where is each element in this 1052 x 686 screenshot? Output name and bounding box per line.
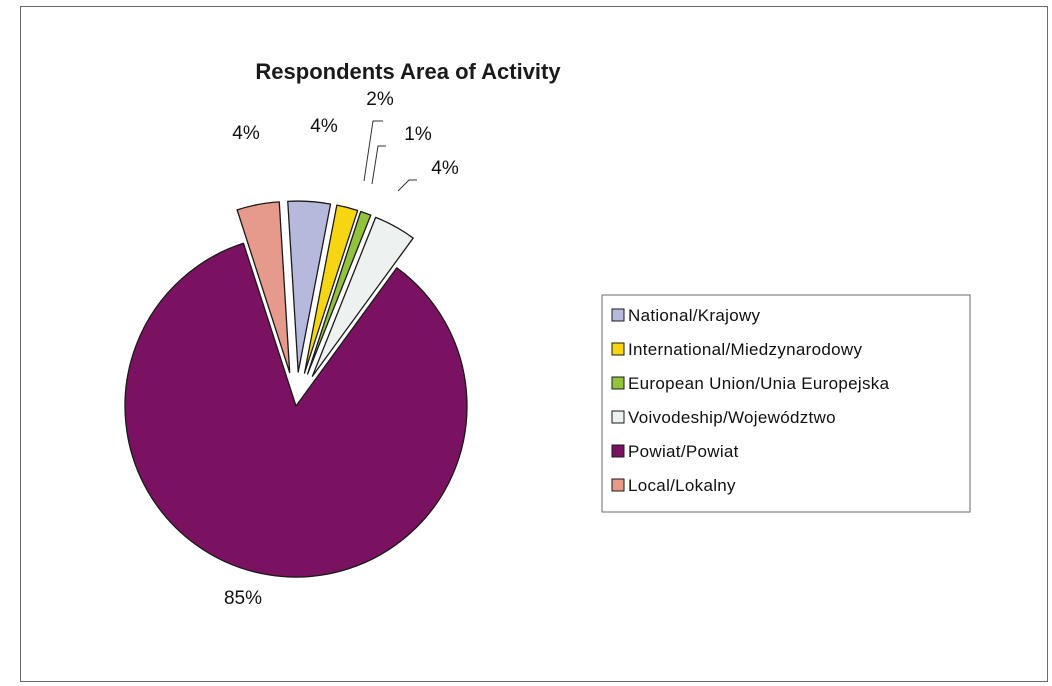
- legend-swatch-international-miedzynarodowy: [611, 342, 625, 356]
- data-labels: 4% 2% 1% 4% 85% 4%: [224, 89, 459, 609]
- pie-slice-voivodeship-wojew-dztwo: [311, 216, 414, 377]
- data-label-national-krajowy: 4%: [310, 116, 338, 137]
- legend-swatch-european-union-unia-europejska: [611, 376, 625, 390]
- legend-box: [601, 294, 971, 513]
- pie-slice-european-union-unia-europejska: [306, 210, 372, 375]
- leader-line-voivodeship-wojew-dztwo: [397, 179, 417, 192]
- legend-swatch-voivodeship-wojew-dztwo: [611, 410, 625, 424]
- data-label-local-lokalny: 4%: [232, 123, 260, 144]
- data-label-powiat-powiat: 85%: [224, 588, 262, 609]
- leader-lines: [363, 120, 417, 192]
- legend-label-voivodeship-wojew-dztwo: Voivodeship/Województwo: [628, 408, 836, 427]
- legend-swatch-local-lokalny: [611, 478, 625, 492]
- legend-label-national-krajowy: National/Krajowy: [628, 306, 761, 325]
- legend-label-local-lokalny: Local/Lokalny: [628, 476, 736, 495]
- legend-label-powiat-powiat: Powiat/Powiat: [628, 442, 739, 461]
- legend-label-international-miedzynarodowy: International/Miedzynarodowy: [628, 340, 862, 359]
- legend-swatch-powiat-powiat: [611, 444, 625, 458]
- pie-slice-national-krajowy: [287, 200, 332, 373]
- data-label-european-union-unia-europejska: 1%: [404, 124, 432, 145]
- pie-slice-local-lokalny: [236, 201, 291, 374]
- pie-slice-international-miedzynarodowy: [303, 204, 359, 374]
- leader-line-european-union-unia-europejska: [371, 145, 386, 185]
- legend-label-european-union-unia-europejska: European Union/Unia Europejska: [628, 374, 890, 393]
- legend-swatch-national-krajowy: [611, 308, 625, 322]
- legend: National/Krajowy International/Miedzynaro…: [601, 294, 971, 513]
- data-label-voivodeship-wojew-dztwo: 4%: [431, 158, 459, 179]
- leader-line-international-miedzynarodowy: [363, 120, 383, 182]
- data-label-international-miedzynarodowy: 2%: [366, 89, 394, 110]
- pie-slice-powiat-powiat: [124, 242, 468, 578]
- chart-title: Respondents Area of Activity: [255, 59, 561, 84]
- pie-slices: [124, 200, 468, 578]
